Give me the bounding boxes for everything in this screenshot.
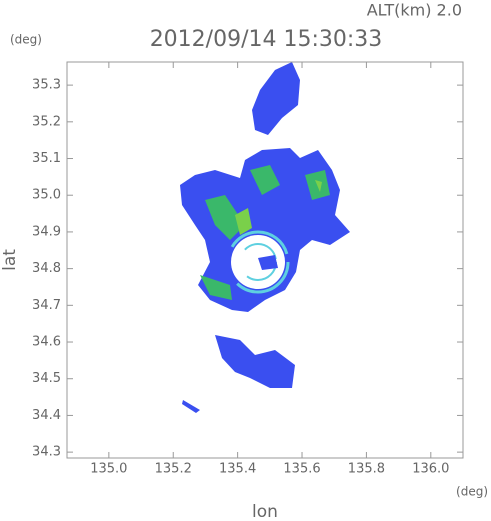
- y-tick-label: 34.8: [32, 261, 61, 276]
- x-axis-label: lon: [252, 502, 278, 521]
- x-tick-label: 135.6: [283, 462, 320, 477]
- x-tick-label: 136.0: [412, 462, 449, 477]
- x-tick-label: 135.8: [348, 462, 385, 477]
- y-axis-label: lat: [0, 249, 20, 271]
- y-tick-label: 34.5: [32, 371, 61, 386]
- chart-title: 2012/09/14 15:30:33: [150, 27, 383, 52]
- y-tick-label: 34.6: [32, 335, 61, 350]
- annotation: ALT(km) 2.0: [367, 1, 462, 20]
- y-unit: (deg): [10, 33, 42, 47]
- y-tick-label: 35.0: [32, 188, 61, 203]
- y-tick-label: 35.2: [32, 114, 61, 129]
- radar-echo: [180, 62, 350, 413]
- y-tick-label: 34.9: [32, 224, 61, 239]
- y-tick-label: 34.7: [32, 298, 61, 313]
- y-tick-label: 34.3: [32, 445, 61, 460]
- plot-frame: [66, 61, 464, 459]
- y-tick-label: 34.4: [32, 408, 61, 423]
- x-tick-label: 135.4: [219, 462, 256, 477]
- x-unit: (deg): [456, 485, 488, 499]
- x-tick-label: 135.2: [155, 462, 192, 477]
- y-tick-label: 35.1: [32, 151, 61, 166]
- y-tick-label: 35.3: [32, 78, 61, 93]
- x-tick-label: 135.0: [90, 462, 127, 477]
